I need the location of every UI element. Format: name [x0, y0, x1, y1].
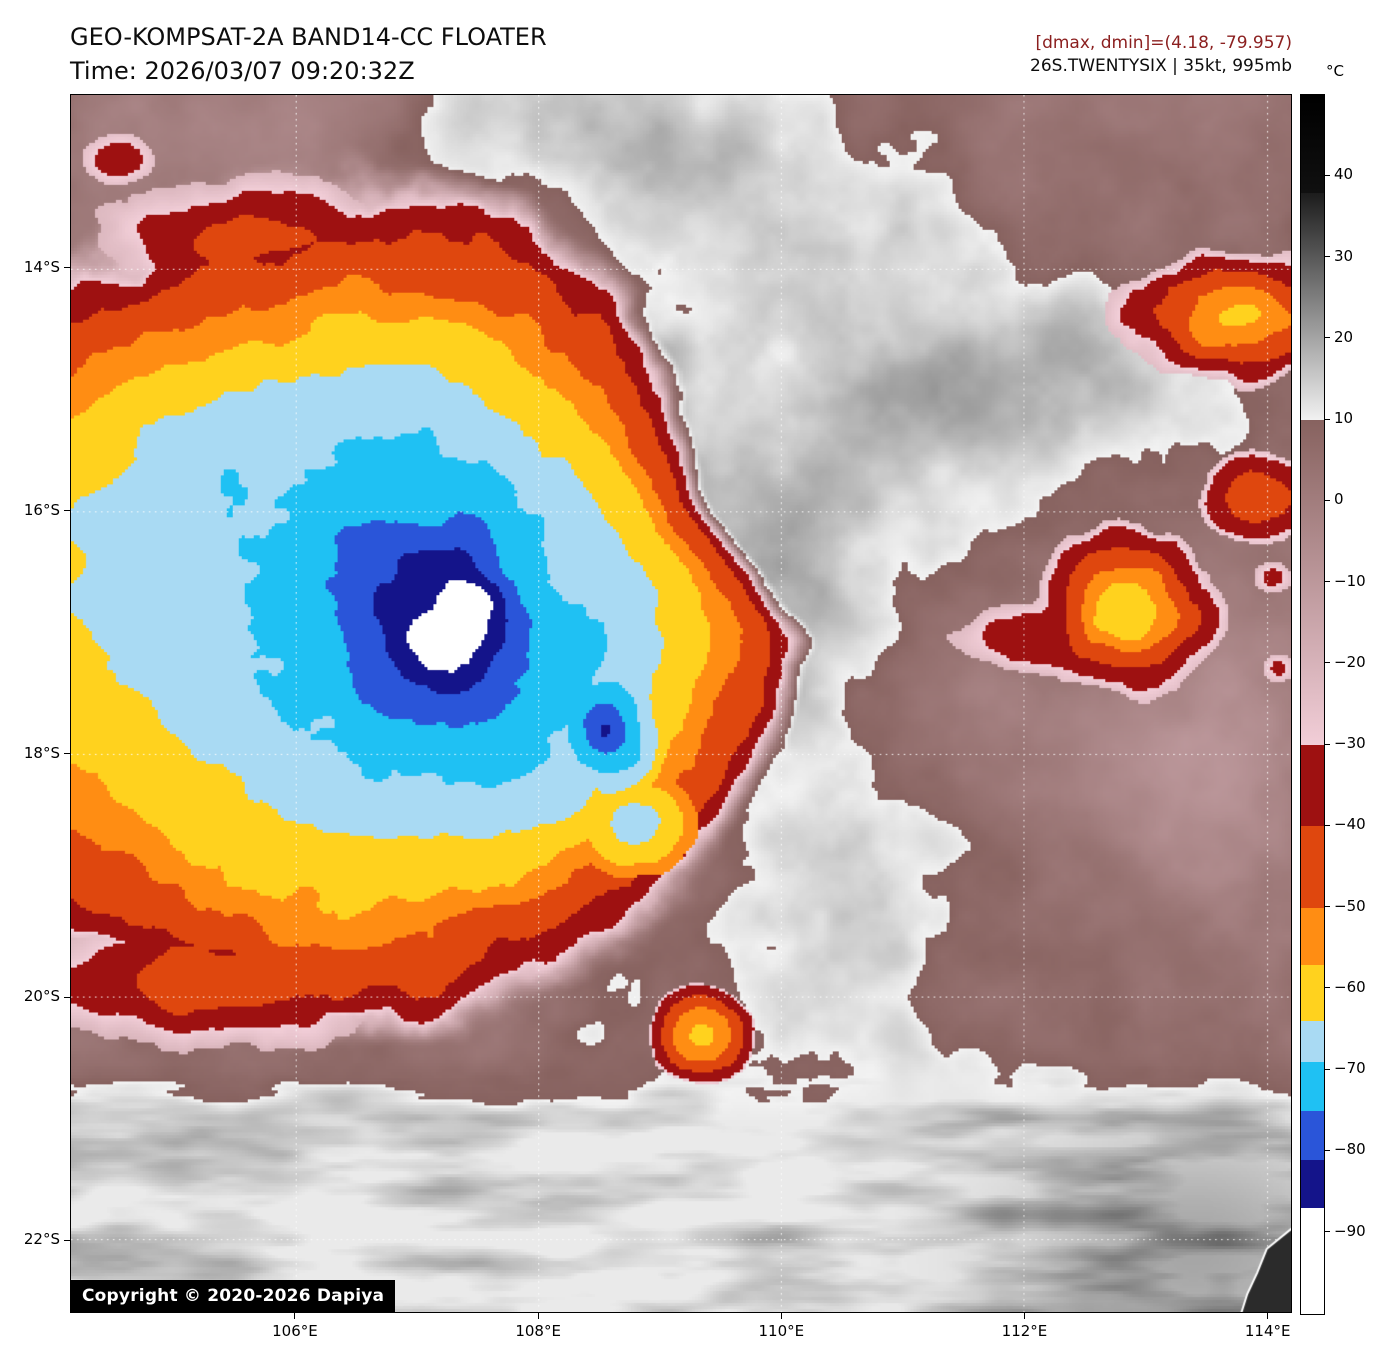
copyright-badge: Copyright © 2020-2026 Dapiya — [71, 1280, 396, 1312]
colorbar-segment — [1301, 1062, 1324, 1112]
colorbar-segment — [1301, 907, 1324, 966]
product-title: GEO-KOMPSAT-2A BAND14-CC FLOATER — [70, 23, 547, 51]
satellite-map-panel: Copyright © 2020-2026 Dapiya — [70, 94, 1292, 1313]
colorbar-tick-label: −40 — [1334, 815, 1366, 834]
lon-tick-mark — [294, 1313, 296, 1319]
colorbar-tick-label: −50 — [1334, 896, 1366, 915]
colorbar-tick-label: 10 — [1334, 409, 1354, 428]
lat-tick-label: 20°S — [23, 987, 60, 1005]
colorbar-segment — [1301, 745, 1324, 827]
dmax-dmin-readout: [dmax, dmin]=(4.18, -79.957) — [1035, 33, 1292, 53]
lat-tick-label: 14°S — [23, 257, 60, 276]
lon-tick-mark — [537, 1313, 539, 1319]
lon-tick-label: 106°E — [272, 1322, 318, 1340]
lon-tick-mark — [780, 1313, 782, 1319]
colorbar-tick-label: −90 — [1334, 1221, 1366, 1240]
lat-tick-label: 22°S — [23, 1230, 60, 1249]
header-left: GEO-KOMPSAT-2A BAND14-CC FLOATER Time: 2… — [70, 20, 547, 88]
colorbar-segment — [1301, 1159, 1324, 1209]
colorbar-tick-label: −70 — [1334, 1059, 1366, 1078]
lat-tick-label: 16°S — [23, 500, 60, 519]
storm-info: 26S.TWENTYSIX | 35kt, 995mb — [1030, 56, 1292, 76]
colorbar-tick-label: 40 — [1334, 165, 1354, 184]
colorbar-segment — [1301, 420, 1324, 746]
colorbar-segment — [1301, 95, 1324, 194]
colorbar-segment — [1301, 1021, 1324, 1063]
colorbar-unit-label: °C — [1326, 62, 1344, 80]
colorbar-tick-label: −10 — [1334, 571, 1366, 590]
colorbar-segment — [1301, 192, 1324, 421]
header-right: [dmax, dmin]=(4.18, -79.957) 26S.TWENTYS… — [1030, 32, 1292, 78]
colorbar-segment — [1301, 1110, 1324, 1161]
satellite-imagery-canvas — [71, 95, 1291, 1312]
colorbar-tick-label: 20 — [1334, 327, 1354, 346]
colorbar-segment — [1301, 964, 1324, 1023]
lon-tick-label: 108°E — [515, 1322, 561, 1340]
lat-tick-label: 18°S — [23, 743, 60, 762]
lon-tick-label: 112°E — [1001, 1322, 1048, 1340]
colorbar-tick-label: −30 — [1334, 734, 1366, 753]
temperature-colorbar — [1300, 94, 1325, 1315]
colorbar-tick-label: 0 — [1334, 490, 1344, 509]
colorbar-tick-label: −20 — [1334, 652, 1366, 671]
product-time: Time: 2026/03/07 09:20:32Z — [70, 57, 415, 85]
lon-tick-mark — [1267, 1313, 1269, 1319]
colorbar-segment — [1301, 826, 1324, 909]
lon-tick-label: 114°E — [1244, 1322, 1291, 1340]
lon-tick-label: 110°E — [758, 1322, 805, 1340]
colorbar-tick-label: −60 — [1334, 977, 1366, 996]
lon-tick-mark — [1023, 1313, 1025, 1319]
colorbar-tick-label: 30 — [1334, 246, 1354, 265]
colorbar-segment — [1301, 1208, 1324, 1314]
colorbar-tick-label: −80 — [1334, 1140, 1366, 1159]
